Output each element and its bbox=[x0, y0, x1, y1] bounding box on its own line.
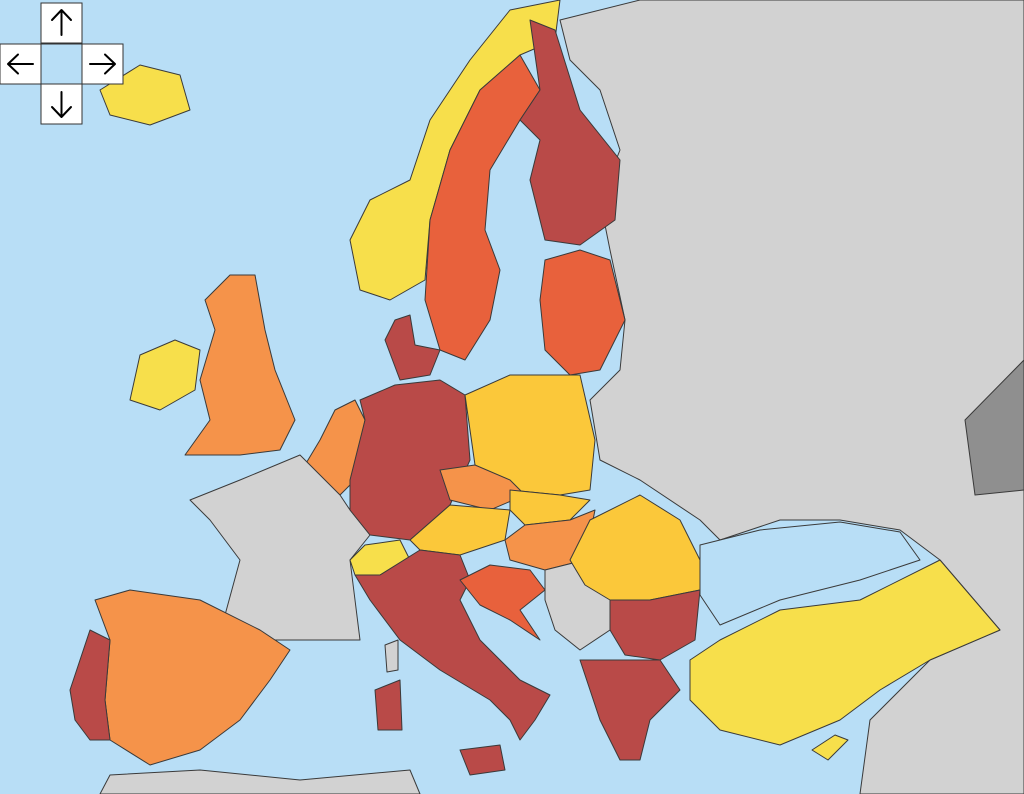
region-dark bbox=[964, 359, 1024, 496]
turkey bbox=[689, 559, 1001, 746]
romania bbox=[569, 494, 701, 601]
pan-center bbox=[40, 43, 83, 85]
portugal bbox=[69, 629, 111, 741]
france bbox=[189, 454, 371, 641]
corsica bbox=[384, 639, 399, 673]
croatia-slovenia bbox=[459, 564, 546, 641]
italy bbox=[354, 549, 551, 741]
pan-right[interactable] bbox=[81, 43, 124, 85]
benelux bbox=[304, 399, 366, 496]
cyprus bbox=[811, 734, 849, 761]
denmark bbox=[384, 314, 441, 381]
germany bbox=[349, 379, 471, 541]
pan-down[interactable] bbox=[40, 83, 83, 125]
greece bbox=[579, 659, 681, 761]
sardinia bbox=[374, 679, 403, 731]
united-kingdom bbox=[184, 274, 296, 456]
finland bbox=[519, 19, 621, 246]
north-africa bbox=[99, 769, 421, 794]
pan-left[interactable] bbox=[0, 43, 42, 85]
ireland bbox=[129, 339, 201, 411]
sicily bbox=[459, 744, 506, 776]
bulgaria bbox=[609, 589, 701, 661]
pan-up[interactable] bbox=[40, 2, 83, 44]
black-sea bbox=[699, 521, 921, 626]
sweden bbox=[424, 54, 541, 361]
baltics bbox=[539, 249, 626, 376]
